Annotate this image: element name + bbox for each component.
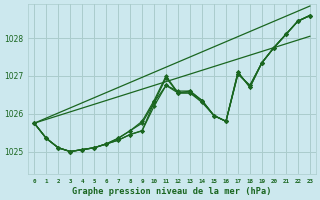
X-axis label: Graphe pression niveau de la mer (hPa): Graphe pression niveau de la mer (hPa) [72, 187, 272, 196]
